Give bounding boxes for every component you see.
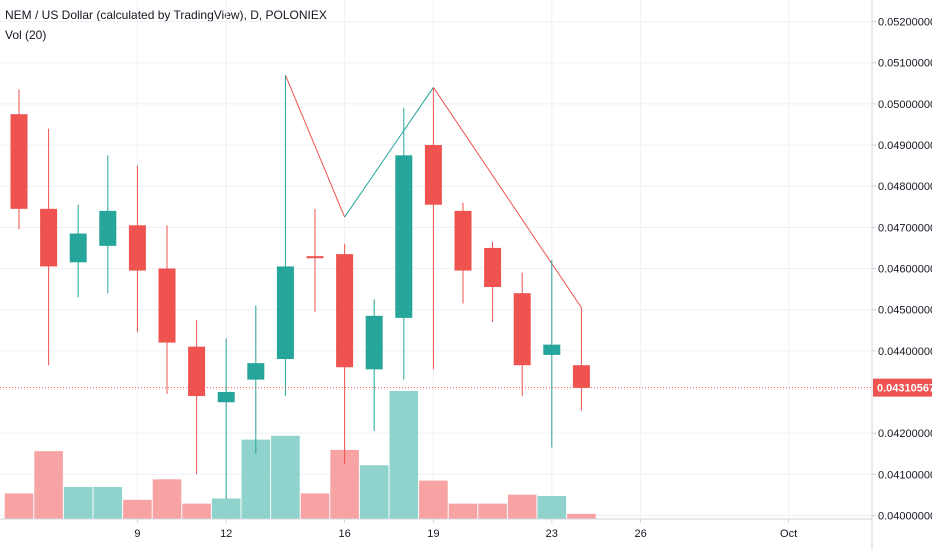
volume-bar <box>4 493 34 519</box>
price-axis-label: 0.04800000 <box>878 181 932 193</box>
volume-bar <box>507 494 537 519</box>
candle-body <box>395 155 413 318</box>
candle-body <box>128 225 146 271</box>
candle-body <box>365 315 383 370</box>
volume-indicator-label[interactable]: Vol (20) <box>5 28 47 42</box>
chart-title: NEM / US Dollar (calculated by TradingVi… <box>5 8 327 22</box>
candles <box>10 75 590 499</box>
volume-bar <box>211 498 241 519</box>
zigzag-segment <box>432 87 582 308</box>
time-axis-label: 12 <box>220 528 232 540</box>
candle-body <box>336 254 354 368</box>
zigzag-segment <box>344 87 434 218</box>
zigzag-drawing[interactable] <box>284 74 582 308</box>
price-axis-label: 0.05200000 <box>878 17 932 29</box>
candle-body <box>99 210 117 246</box>
current-price-label: 0.04310567 <box>877 383 932 395</box>
candle-body <box>276 266 294 360</box>
candle-body <box>158 268 176 343</box>
current-price-tag <box>873 378 932 397</box>
volume-bar <box>300 493 330 519</box>
volume-bars <box>4 391 596 519</box>
volume-bar <box>537 495 567 519</box>
price-axis-label: 0.04900000 <box>878 140 932 152</box>
volume-bar <box>152 479 182 519</box>
volume-bar <box>389 391 419 519</box>
time-axis-label: 9 <box>134 528 140 540</box>
volume-bar <box>478 503 507 519</box>
candle-body <box>69 233 87 263</box>
candle-body <box>306 256 324 259</box>
candle-body <box>543 344 561 355</box>
price-axis-label: 0.04400000 <box>878 346 932 358</box>
price-axis-label: 0.05000000 <box>878 99 932 111</box>
candle-body <box>188 346 206 397</box>
time-axis-label: 23 <box>546 528 558 540</box>
candle-body <box>40 208 58 267</box>
time-axis-label: 19 <box>427 528 439 540</box>
price-axis-label: 0.04600000 <box>878 264 932 276</box>
candle-body <box>484 247 502 288</box>
price-axis[interactable]: 0.05200000 0.05100000 0.05000000 0.04900000… <box>871 0 932 550</box>
time-axis-label: Oct <box>780 528 797 540</box>
time-axis-label: 16 <box>338 528 350 540</box>
volume-bar <box>419 480 448 519</box>
candle-body <box>10 114 28 209</box>
volume-bar <box>359 465 389 519</box>
volume-bar <box>123 499 152 519</box>
volume-bar <box>448 503 478 519</box>
time-axis-label: 26 <box>634 528 646 540</box>
price-axis-label: 0.04100000 <box>878 469 932 481</box>
volume-bar <box>182 503 211 519</box>
time-axis[interactable]: 9 12 16 19 23 26 Oct <box>0 518 872 540</box>
price-axis-label: 0.04000000 <box>878 510 932 522</box>
price-axis-label: 0.04700000 <box>878 222 932 234</box>
candle-body <box>513 293 531 366</box>
candle-body <box>454 210 472 271</box>
candle-body <box>572 365 590 388</box>
price-axis-label: 0.05100000 <box>878 58 932 70</box>
candle-body <box>217 391 235 403</box>
volume-bar <box>271 435 300 519</box>
candle-body <box>424 145 442 205</box>
volume-bar <box>93 487 123 519</box>
candle-body <box>247 363 265 380</box>
price-axis-label: 0.04500000 <box>878 305 932 317</box>
price-axis-label: 0.04200000 <box>878 428 932 440</box>
grid-lines <box>0 0 872 519</box>
zigzag-segment <box>284 74 346 218</box>
volume-bar <box>63 487 93 519</box>
volume-bar <box>567 513 596 519</box>
volume-bar <box>34 451 63 519</box>
